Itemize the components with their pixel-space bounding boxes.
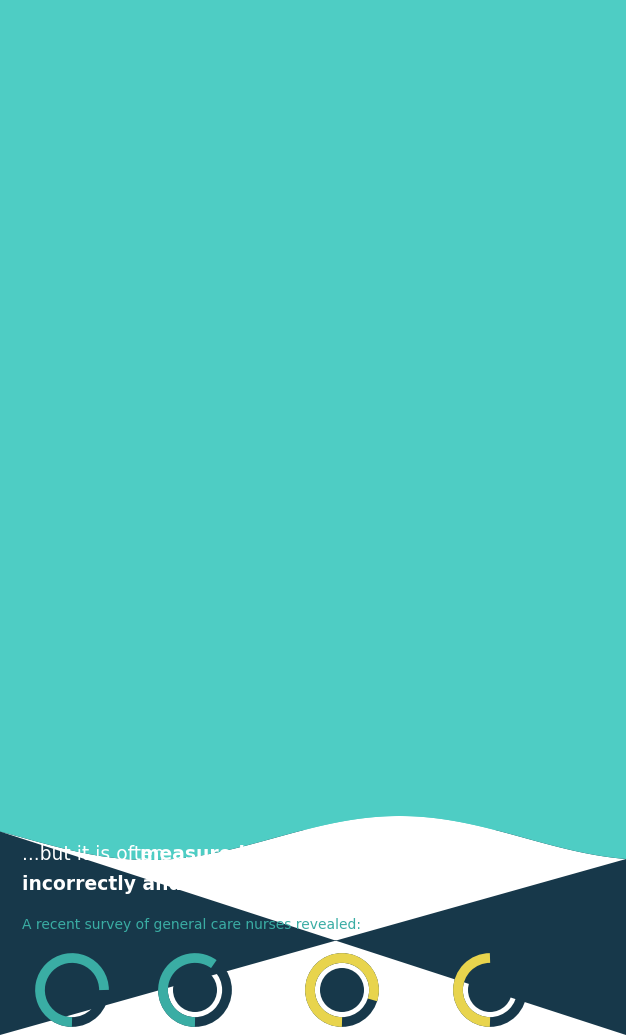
Text: Respiratory rate is a
predictor of cardiac
arrest in hospital wards even
the 1st: Respiratory rate is a predictor of cardi… [290,376,540,473]
Polygon shape [90,415,135,605]
Text: ⚡: ⚡ [544,392,552,402]
Text: 16%: 16% [414,753,480,781]
Text: Every respiratory: Every respiratory [22,28,582,83]
Text: +: + [310,704,320,714]
Text: measure matters: measure matters [22,85,573,140]
Text: Respiratory
insufficiency/
failure: Respiratory insufficiency/ failure [276,780,354,823]
Circle shape [539,688,599,748]
Polygon shape [0,816,626,1035]
Text: transfer to the ICU:⁵: transfer to the ICU:⁵ [295,656,525,675]
Circle shape [285,688,345,748]
Circle shape [214,282,250,318]
Text: respiratory distress¹: respiratory distress¹ [340,344,488,359]
Circle shape [526,373,570,417]
Text: mortality rate is 21%³: mortality rate is 21%³ [338,564,498,579]
Circle shape [235,280,275,320]
Text: is an early sign of: is an early sign of [340,326,470,341]
Ellipse shape [298,323,308,337]
Polygon shape [45,420,98,600]
Text: ⚡: ⚡ [442,713,452,727]
Text: When respiratory rate: When respiratory rate [338,528,500,543]
Polygon shape [0,0,626,860]
Text: 3–5 more breaths/min.: 3–5 more breaths/min. [340,308,506,323]
Text: Every breath counts: Every breath counts [358,225,596,245]
Circle shape [50,968,94,1012]
Circle shape [173,968,217,1012]
Text: +: + [306,316,314,326]
Circle shape [417,688,477,748]
Circle shape [288,306,332,350]
Text: is 25–29 breaths/min.,: is 25–29 breaths/min., [338,546,501,561]
Text: A recent survey of general care nurses revealed:: A recent survey of general care nurses r… [22,918,361,932]
Ellipse shape [312,323,322,337]
Circle shape [248,265,288,305]
Ellipse shape [318,711,330,729]
Bar [0,830,626,1035]
Circle shape [320,968,364,1012]
Ellipse shape [296,541,304,553]
Text: reasons for return: reasons for return [295,632,503,651]
Circle shape [77,230,173,326]
Circle shape [261,283,291,313]
Ellipse shape [300,711,312,729]
Text: The most common: The most common [295,608,503,627]
Ellipse shape [308,541,316,553]
Bar [0,830,626,1035]
Text: Respiratory rate is the best early indicator: Respiratory rate is the best early indic… [22,158,436,177]
Text: incorrectly and infrequently: incorrectly and infrequently [22,875,319,894]
Polygon shape [10,330,268,830]
Text: Neurological
events: Neurological events [532,780,606,808]
Circle shape [468,968,512,1012]
Text: measured inconsistently,: measured inconsistently, [140,845,405,864]
Text: of patient deterioration...: of patient deterioration... [22,180,269,199]
Polygon shape [195,268,232,292]
Circle shape [219,254,271,306]
Text: Cardiac
events: Cardiac events [424,780,470,808]
Text: ...but it is often: ...but it is often [22,845,170,864]
Text: ♥: ♥ [434,706,459,734]
Circle shape [198,268,242,312]
Text: ♥: ♥ [538,385,558,409]
Text: ⚙: ⚙ [557,704,582,732]
Circle shape [284,522,328,566]
Text: 13%: 13% [536,753,602,781]
Text: 48%: 48% [282,753,348,781]
